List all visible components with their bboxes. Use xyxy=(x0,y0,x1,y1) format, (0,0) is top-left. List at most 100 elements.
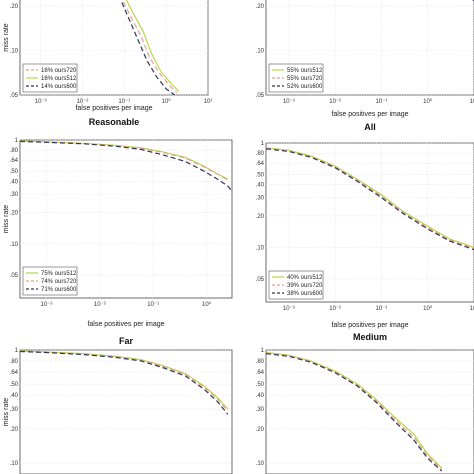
panel-title: Medium xyxy=(353,332,387,342)
y-tick-label: .05 xyxy=(10,273,19,279)
y-tick-label: .64 xyxy=(10,158,19,164)
legend-entry: 55% ours720 xyxy=(287,76,323,82)
y-tick-label: .05 xyxy=(256,277,265,283)
y-tick-label: .40 xyxy=(10,393,19,399)
x-tick-label: 10⁻³ xyxy=(283,99,295,105)
x-axis-label: false positives per image xyxy=(331,111,408,118)
y-tick-label: .10 xyxy=(10,461,19,467)
y-tick-label: .80 xyxy=(10,359,19,365)
plot-frame xyxy=(19,349,233,474)
y-tick-label: .50 xyxy=(10,169,19,175)
plot-frame xyxy=(265,349,474,474)
legend-entry: 52% ours600 xyxy=(287,84,323,90)
series-line-0-1 xyxy=(125,0,180,92)
x-axis-label: false positives per image xyxy=(87,321,164,328)
y-axis-label: miss rate xyxy=(3,205,10,234)
legend-entry: 40% ours512 xyxy=(287,275,323,281)
x-axis-label: false positives per image xyxy=(331,322,408,329)
legend-entry: 16% ours512 xyxy=(41,76,77,82)
series-line-3-2 xyxy=(266,148,474,251)
y-tick-label: .10 xyxy=(256,49,265,55)
chart-panel-1: 10⁻³ 10⁻² 10⁻¹ 10⁰ 10¹ .20 .10 .05 false positiv… xyxy=(256,0,474,132)
chart-panel-5: 1 .80 .64 .50 .40 .30 .20 .10 xyxy=(256,348,474,474)
legend-entry: 55% ours512 xyxy=(287,68,323,74)
y-tick-label: .50 xyxy=(10,382,19,388)
y-tick-label: .30 xyxy=(10,407,19,413)
y-tick-label: .80 xyxy=(256,151,265,157)
x-axis-label: false positives per image xyxy=(75,105,152,112)
panel-title: Far xyxy=(119,336,134,346)
y-tick-label: .05 xyxy=(256,93,265,99)
x-tick-label: 10⁻³ xyxy=(35,99,47,105)
y-tick-label: 1 xyxy=(261,141,265,147)
x-tick-label: 10⁻² xyxy=(77,99,89,105)
y-axis-label: miss rate xyxy=(3,23,10,52)
x-tick-label: 10⁰ xyxy=(423,98,433,105)
series-line-2-2 xyxy=(20,140,232,192)
legend-entry: 75% ours512 xyxy=(41,271,77,277)
y-tick-label: .10 xyxy=(256,461,265,467)
panel-title: Reasonable xyxy=(89,117,140,127)
chart-panel-3: 10⁻³ 10⁻² 10⁻¹ 10⁰ 10¹ 1 .80 .64 .50 .40 .30 .20 .10… xyxy=(256,141,474,342)
chart-panel-2: 10⁻³ 10⁻² 10⁻¹ 10⁰ 1 .80 .64 .50 .40 .30 .20 .10 .05… xyxy=(3,138,233,346)
y-tick-label: .10 xyxy=(256,245,265,251)
series-line-2-1 xyxy=(20,140,229,181)
x-tick-label: 10⁻¹ xyxy=(376,99,388,105)
y-tick-label: .10 xyxy=(10,49,19,55)
panel-title: All xyxy=(364,122,376,132)
legend-entry: 71% ours600 xyxy=(41,287,77,293)
x-tick-label: 10⁻² xyxy=(329,99,341,105)
y-axis-label: miss rate xyxy=(3,398,10,427)
x-tick-label: 10⁻¹ xyxy=(147,302,159,308)
x-tick-label: 10¹ xyxy=(470,99,474,105)
y-tick-label: .64 xyxy=(256,370,265,376)
y-tick-label: .80 xyxy=(256,359,265,365)
series-line-0-0 xyxy=(121,0,178,93)
legend-entry: 14% ours600 xyxy=(41,84,77,90)
x-tick-label: 10¹ xyxy=(470,306,474,312)
y-tick-label: .40 xyxy=(10,179,19,185)
series-line-4-1 xyxy=(20,350,229,412)
x-tick-label: 10⁻¹ xyxy=(118,99,130,105)
chart-panel-0: 10⁻³ 10⁻² 10⁻¹ 10⁰ 10¹ .20 .10 .05 miss rate fals… xyxy=(3,0,212,127)
chart-panel-4: 1 .80 .64 .50 .40 .30 .20 .10 miss rate xyxy=(3,348,233,474)
y-tick-label: 1 xyxy=(15,138,19,144)
y-tick-label: 1 xyxy=(261,348,265,354)
y-tick-label: 1 xyxy=(15,348,19,354)
y-tick-label: .20 xyxy=(10,427,19,433)
legend-entry: 16% ours720 xyxy=(41,68,77,74)
x-tick-label: 10⁰ xyxy=(202,301,212,308)
series-line-0-2 xyxy=(120,0,176,95)
y-tick-label: .20 xyxy=(10,211,19,217)
y-tick-label: .30 xyxy=(256,407,265,413)
legend-entry: 38% ours600 xyxy=(287,291,323,297)
y-tick-label: .64 xyxy=(256,161,265,167)
x-tick-label: 10⁻² xyxy=(94,302,106,308)
x-tick-label: 10⁰ xyxy=(423,305,433,312)
x-tick-label: 10¹ xyxy=(204,99,213,105)
y-tick-label: .20 xyxy=(256,214,265,220)
x-tick-label: 10⁻³ xyxy=(283,306,295,312)
y-tick-label: .50 xyxy=(256,172,265,178)
y-tick-label: .05 xyxy=(10,93,19,99)
x-tick-label: 10⁻² xyxy=(329,306,341,312)
series-line-5-2 xyxy=(266,353,443,472)
x-tick-label: 10⁻³ xyxy=(40,302,52,308)
y-tick-label: .20 xyxy=(10,4,19,10)
y-tick-label: .30 xyxy=(10,192,19,198)
y-tick-label: .50 xyxy=(256,382,265,388)
y-tick-label: .80 xyxy=(10,148,19,154)
legend-entry: 39% ours720 xyxy=(287,283,323,289)
x-tick-label: 10⁰ xyxy=(162,98,172,105)
x-tick-label: 10⁻¹ xyxy=(376,306,388,312)
y-tick-label: .20 xyxy=(256,4,265,10)
series-line-4-2 xyxy=(20,350,229,415)
y-tick-label: .64 xyxy=(10,370,19,376)
y-tick-label: .20 xyxy=(256,427,265,433)
y-tick-label: .40 xyxy=(256,393,265,399)
y-tick-label: .30 xyxy=(256,196,265,202)
y-tick-label: .40 xyxy=(256,183,265,189)
y-tick-label: .10 xyxy=(10,242,19,248)
legend-entry: 74% ours720 xyxy=(41,279,77,285)
